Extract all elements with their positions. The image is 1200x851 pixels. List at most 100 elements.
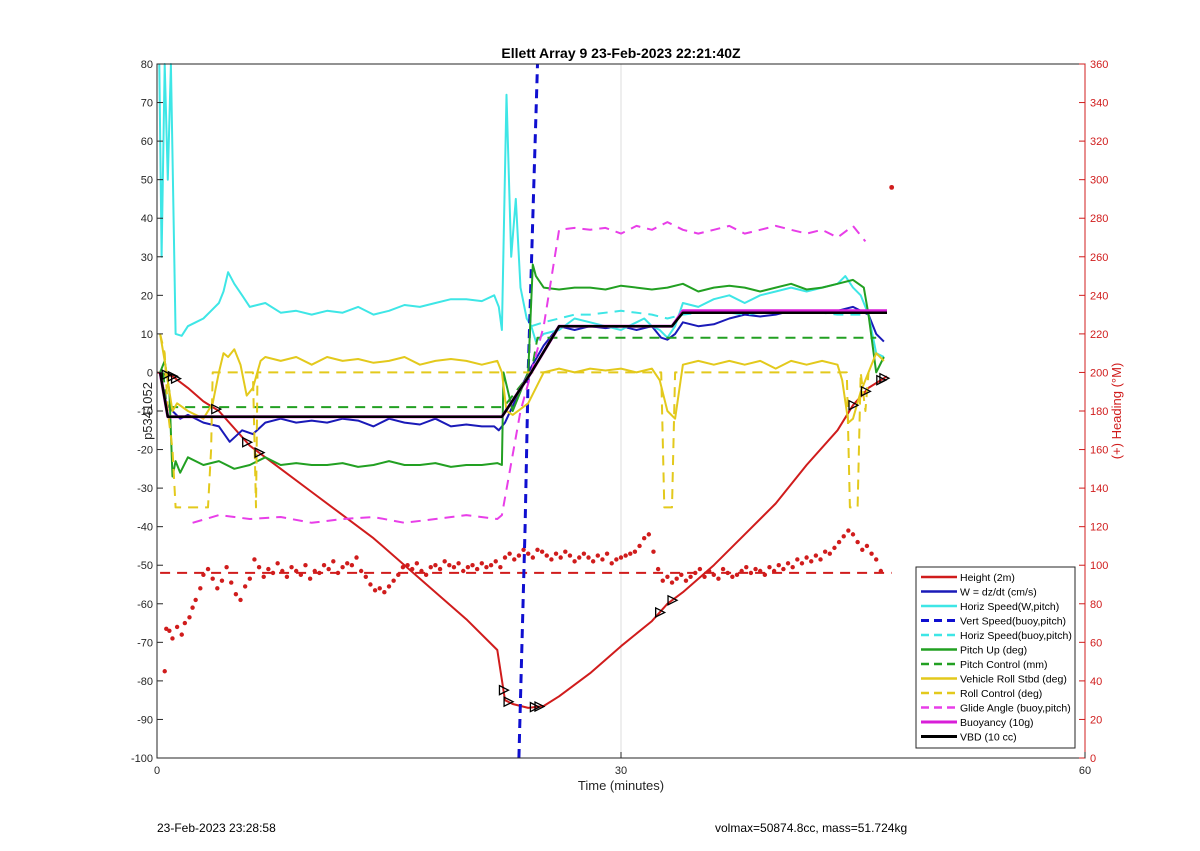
- y2-tick-label: 20: [1090, 714, 1102, 726]
- heading-point: [790, 564, 795, 570]
- heading-point: [795, 557, 800, 562]
- y-axis-label: p5341052: [140, 382, 155, 440]
- y-tick-label: -60: [137, 599, 153, 611]
- heading-point: [623, 553, 628, 558]
- triangle-marker: [170, 373, 183, 385]
- heading-point: [294, 568, 299, 574]
- heading-point: [507, 551, 512, 556]
- legend-label-7: Pitch Control (mm): [960, 659, 1048, 671]
- heading-point: [321, 563, 327, 568]
- heading-point: [841, 534, 846, 539]
- right-axis: 0 20 40 60 80 100 120 140 160 180 200 220 240 260 280 3…: [1079, 59, 1108, 765]
- y2-tick-label: 200: [1090, 367, 1108, 379]
- heading-point: [521, 547, 526, 552]
- heading-point: [354, 555, 359, 560]
- y-tick-label: 80: [141, 59, 153, 71]
- series-line-5: [530, 309, 869, 328]
- heading-point: [437, 566, 443, 572]
- heading-point: [711, 572, 716, 578]
- series-line-8: [159, 333, 885, 424]
- heading-point: [498, 564, 503, 570]
- heading-point: [261, 574, 266, 579]
- y2-tick-label: 60: [1090, 637, 1102, 649]
- heading-point: [590, 559, 596, 564]
- y2-tick-label: 360: [1090, 59, 1108, 71]
- heading-point: [190, 605, 195, 610]
- heading-point: [874, 557, 879, 562]
- chart-title: Ellett Array 9 23-Feb-2023 22:21:40Z: [501, 45, 741, 61]
- heading-point: [167, 628, 172, 633]
- y2-tick-label: 80: [1090, 599, 1102, 611]
- y-tick-label: -90: [137, 714, 153, 726]
- heading-point: [586, 555, 591, 560]
- y2-tick-label: 40: [1090, 676, 1102, 688]
- x-tick-label: 0: [154, 765, 160, 777]
- heading-point: [818, 557, 823, 562]
- series-line-7: [162, 336, 877, 409]
- heading-point: [182, 620, 188, 626]
- y2-tick-label: 280: [1090, 213, 1108, 225]
- legend-label-12: VBD (10 cc): [960, 732, 1017, 744]
- y2-tick-label: 0: [1090, 753, 1096, 765]
- y2-tick-label: 100: [1090, 560, 1108, 572]
- legend-label-3: Horiz Speed(W,pitch): [960, 601, 1059, 613]
- heading-point: [391, 578, 396, 583]
- heading-point: [233, 591, 239, 597]
- x-tick-label: 30: [615, 765, 627, 777]
- heading-point: [442, 559, 447, 564]
- heading-point: [544, 553, 549, 558]
- triangle-marker: [503, 696, 515, 708]
- heading-point: [470, 563, 475, 568]
- triangle-marker: [242, 436, 254, 448]
- left-axis: -100-90-80-70-60-50-40-30-20-10010203040…: [131, 59, 163, 765]
- legend-label-11: Buoyancy (10g): [960, 717, 1034, 729]
- heading-point: [539, 549, 545, 554]
- y-tick-label: -30: [137, 483, 153, 495]
- heading-point: [229, 580, 234, 585]
- heading-point: [382, 590, 387, 595]
- heading-point: [331, 559, 336, 564]
- y-tick-label: -10: [137, 406, 153, 418]
- series-line-6: [159, 263, 885, 478]
- triangle-marker: [534, 700, 546, 713]
- heading-point: [693, 570, 698, 576]
- heading-point: [665, 574, 670, 579]
- bottom-axis: 0 30 60: [154, 752, 1091, 777]
- triangle-marker: [254, 447, 266, 459]
- heading-point: [781, 566, 786, 572]
- heading-point: [581, 551, 587, 556]
- triangle-marker: [848, 399, 860, 411]
- heading-point: [493, 559, 498, 564]
- heading-point: [651, 549, 656, 554]
- heading-point: [642, 536, 647, 541]
- heading-point: [660, 578, 665, 583]
- heading-point: [748, 570, 754, 576]
- heading-point: [618, 555, 624, 560]
- heading-point: [869, 551, 874, 556]
- y-tick-label: -50: [137, 560, 153, 572]
- heading-point: [776, 563, 781, 568]
- heading-point: [312, 568, 317, 574]
- series-line-3: [158, 63, 885, 358]
- heading-point: [363, 574, 368, 579]
- heading-point: [609, 561, 614, 566]
- heading-point: [215, 586, 220, 591]
- heading-point: [809, 559, 814, 564]
- heading-point: [604, 551, 610, 556]
- heading-point: [730, 574, 735, 579]
- y-tick-label: 70: [141, 98, 153, 110]
- heading-point: [683, 578, 689, 583]
- heading-point: [396, 572, 401, 578]
- heading-point: [512, 557, 517, 562]
- heading-point: [479, 561, 484, 566]
- y-tick-label: 0: [147, 367, 153, 379]
- series-layer: [156, 63, 895, 759]
- heading-point: [832, 545, 837, 551]
- heading-point: [567, 553, 573, 558]
- heading-point: [317, 570, 322, 576]
- heading-point: [456, 561, 461, 566]
- series-line-12: [158, 311, 887, 419]
- legend-label-9: Roll Control (deg): [960, 688, 1042, 700]
- y-tick-label: -80: [137, 676, 153, 688]
